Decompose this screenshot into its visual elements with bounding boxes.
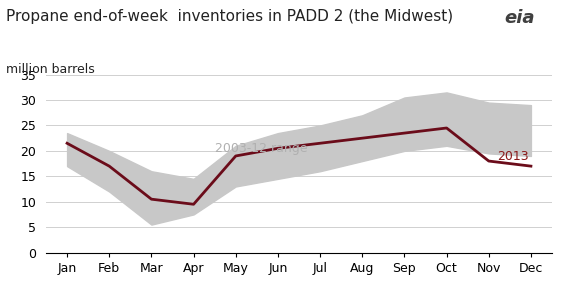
Text: eia: eia bbox=[504, 9, 535, 27]
Text: million barrels: million barrels bbox=[6, 63, 94, 76]
Text: 2003-12 range: 2003-12 range bbox=[214, 142, 307, 155]
Text: 2013: 2013 bbox=[497, 150, 529, 164]
Text: Propane end-of-week  inventories in PADD 2 (the Midwest): Propane end-of-week inventories in PADD … bbox=[6, 9, 453, 24]
